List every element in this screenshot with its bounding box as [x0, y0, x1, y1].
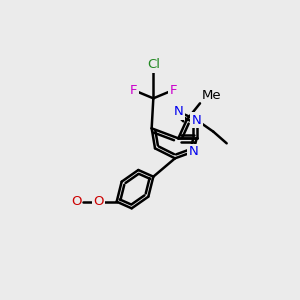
Text: O: O — [71, 195, 82, 208]
Text: Cl: Cl — [147, 58, 160, 71]
Text: F: F — [130, 83, 137, 97]
Text: N: N — [192, 113, 202, 127]
Text: Me: Me — [202, 89, 221, 102]
Text: N: N — [188, 145, 198, 158]
Text: O: O — [93, 195, 104, 208]
Text: F: F — [169, 83, 177, 97]
Text: N: N — [173, 105, 183, 118]
